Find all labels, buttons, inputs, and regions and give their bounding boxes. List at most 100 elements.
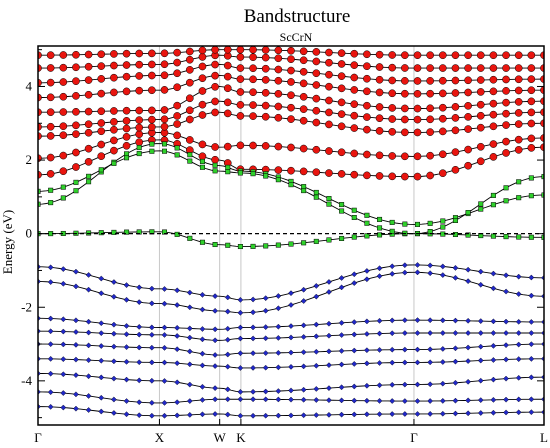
blue-marker: [174, 324, 181, 331]
blue-marker: [237, 309, 244, 316]
blue-marker: [199, 291, 206, 298]
red-marker: [148, 123, 156, 131]
red-marker: [59, 167, 68, 176]
blue-marker: [338, 384, 345, 391]
red-marker: [540, 86, 544, 95]
red-marker: [72, 92, 80, 100]
blue-marker: [439, 330, 446, 336]
blue-marker: [490, 357, 497, 363]
red-marker: [337, 110, 346, 118]
red-marker: [223, 61, 232, 70]
blue-marker: [477, 357, 484, 364]
blue-marker: [224, 396, 231, 403]
blue-marker: [364, 360, 370, 367]
blue-marker: [351, 347, 358, 354]
green-marker: [111, 229, 117, 235]
red-marker: [337, 170, 346, 178]
red-marker: [249, 53, 257, 62]
red-marker: [97, 62, 106, 70]
red-marker: [287, 55, 295, 64]
red-marker: [527, 75, 536, 84]
red-marker: [502, 87, 510, 95]
blue-marker: [98, 357, 105, 364]
red-marker: [198, 140, 207, 149]
blue-marker: [275, 349, 282, 356]
red-marker: [59, 51, 68, 59]
blue-marker: [351, 280, 358, 286]
red-marker: [173, 58, 181, 67]
red-marker: [59, 92, 68, 101]
blue-marker: [98, 374, 105, 381]
red-marker: [426, 89, 434, 98]
blue-marker: [73, 317, 79, 324]
red-marker: [325, 108, 333, 117]
blue-marker: [288, 364, 294, 370]
blue-marker: [60, 404, 67, 411]
red-marker: [299, 92, 308, 101]
blue-marker: [452, 358, 459, 365]
red-marker: [110, 107, 118, 115]
red-marker: [122, 116, 131, 125]
red-marker: [514, 109, 523, 117]
red-marker: [451, 76, 460, 85]
red-marker: [97, 152, 106, 161]
red-marker: [211, 71, 219, 80]
red-marker: [401, 128, 409, 137]
blue-marker: [439, 346, 446, 352]
red-marker: [135, 72, 144, 80]
blue-marker: [313, 386, 320, 392]
green-marker: [313, 238, 319, 244]
green-marker: [465, 210, 471, 216]
blue-marker: [313, 293, 320, 300]
green-marker: [187, 152, 193, 158]
green-marker: [60, 195, 66, 201]
blue-marker: [300, 349, 307, 356]
blue-marker: [338, 397, 345, 404]
red-marker: [249, 101, 257, 109]
red-marker: [122, 72, 131, 81]
blue-marker: [490, 318, 497, 325]
blue-marker: [275, 323, 282, 330]
red-marker: [325, 169, 333, 177]
red-marker: [540, 134, 544, 142]
blue-marker: [224, 325, 231, 332]
red-marker: [527, 108, 536, 117]
red-marker: [375, 127, 384, 135]
blue-marker: [136, 331, 143, 338]
green-marker: [288, 241, 294, 247]
blue-marker: [313, 333, 320, 340]
red-marker: [489, 99, 498, 108]
blue-marker: [503, 375, 509, 382]
red-marker: [350, 86, 359, 94]
red-marker: [464, 161, 472, 170]
red-marker: [198, 100, 207, 109]
blue-marker: [250, 396, 256, 403]
x-tick-label-3: K: [236, 430, 246, 445]
blue-marker: [326, 385, 332, 391]
blue-marker: [313, 412, 320, 418]
red-marker: [350, 149, 359, 158]
blue-marker: [389, 263, 396, 270]
red-marker: [476, 123, 485, 132]
red-marker: [438, 127, 447, 136]
red-marker: [476, 76, 485, 84]
red-marker: [413, 128, 422, 137]
red-marker: [46, 170, 55, 178]
green-marker: [149, 141, 155, 147]
blue-marker: [60, 280, 67, 287]
blue-marker: [85, 393, 92, 399]
blue-marker: [401, 381, 408, 388]
red-marker: [274, 102, 283, 111]
blue-marker: [85, 329, 92, 336]
blue-marker: [161, 332, 168, 338]
red-marker: [46, 64, 55, 72]
blue-marker: [161, 300, 168, 307]
red-marker: [464, 76, 472, 85]
blue-marker: [477, 410, 484, 416]
red-marker: [84, 144, 93, 153]
red-marker: [59, 151, 68, 160]
blue-marker: [515, 318, 522, 325]
blue-marker: [186, 398, 193, 404]
green-marker: [377, 232, 383, 238]
red-marker: [173, 48, 181, 57]
